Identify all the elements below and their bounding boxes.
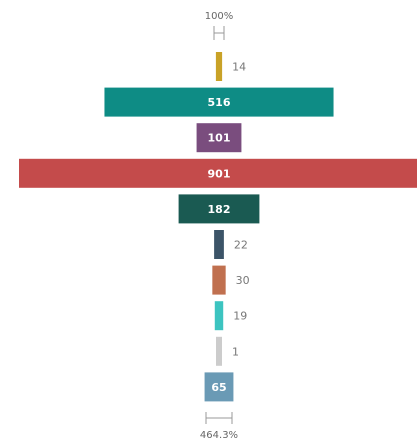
top-conversion-label: 100% bbox=[205, 11, 234, 22]
funnel-bar bbox=[214, 301, 224, 331]
bottom-conversion-label: 464.3% bbox=[200, 430, 238, 441]
funnel-bar bbox=[214, 230, 224, 259]
top-bracket bbox=[213, 26, 225, 40]
value-label: 65 bbox=[211, 381, 226, 394]
funnel-bar bbox=[216, 336, 222, 366]
funnel-bar bbox=[19, 158, 417, 188]
funnel-bar bbox=[204, 372, 234, 402]
value-label: 901 bbox=[208, 167, 231, 180]
value-label: 1 bbox=[232, 345, 239, 358]
funnel-bar bbox=[104, 87, 334, 117]
value-label: 14 bbox=[232, 61, 246, 74]
funnel-bar bbox=[212, 265, 226, 295]
value-label: 101 bbox=[208, 132, 231, 145]
funnel-bar bbox=[178, 194, 260, 224]
bottom-bracket bbox=[205, 412, 233, 424]
value-label: 516 bbox=[208, 96, 231, 109]
value-label: 182 bbox=[208, 203, 231, 216]
funnel-bar bbox=[215, 52, 223, 81]
funnel-bar bbox=[196, 123, 242, 153]
value-label: 22 bbox=[234, 239, 248, 252]
value-label: 19 bbox=[233, 310, 247, 323]
value-label: 30 bbox=[236, 274, 250, 287]
